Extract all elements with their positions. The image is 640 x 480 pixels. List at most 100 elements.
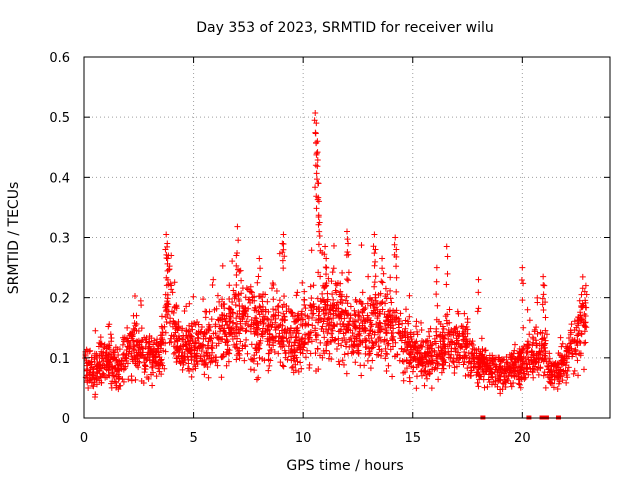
data-point: [571, 326, 578, 333]
data-point: [279, 343, 286, 350]
data-point: [218, 302, 225, 309]
data-point: [343, 343, 350, 350]
data-point: [97, 373, 104, 380]
data-point: [444, 311, 451, 318]
data-point: [129, 329, 136, 336]
data-point: [233, 356, 240, 363]
data-point: [578, 330, 585, 337]
data-point: [445, 336, 452, 343]
data-point: [209, 339, 216, 346]
data-point: [540, 291, 547, 298]
data-point: [120, 360, 127, 367]
data-point: [239, 285, 246, 292]
data-point: [400, 348, 407, 355]
data-point: [323, 347, 330, 354]
data-point: [479, 367, 486, 374]
data-point: [242, 304, 249, 311]
data-point: [156, 354, 163, 361]
data-point: [464, 365, 471, 372]
data-point: [259, 333, 266, 340]
data-point: [328, 278, 335, 285]
data-point: [413, 385, 420, 392]
data-point: [538, 336, 545, 343]
data-point: [230, 309, 237, 316]
data-point: [254, 319, 261, 326]
data-point: [345, 240, 352, 247]
data-point: [315, 241, 322, 248]
data-point: [344, 249, 351, 256]
data-point: [432, 364, 439, 371]
data-point: [325, 275, 332, 282]
data-point: [307, 350, 314, 357]
data-point: [271, 349, 278, 356]
data-point: [192, 321, 199, 328]
data-point: [505, 373, 512, 380]
data-point: [277, 359, 284, 366]
data-point: [370, 301, 377, 308]
data-point: [312, 109, 319, 116]
data-point: [275, 312, 282, 319]
data-point: [226, 305, 233, 312]
data-point: [307, 328, 314, 335]
data-point: [475, 289, 482, 296]
data-point: [82, 348, 89, 355]
data-point: [579, 273, 586, 280]
data-point: [356, 328, 363, 335]
data-point: [163, 306, 170, 313]
data-point: [156, 368, 163, 375]
data-point: [435, 360, 442, 367]
data-point: [384, 291, 391, 298]
data-point: [323, 255, 330, 262]
data-point: [544, 363, 551, 370]
data-point: [535, 371, 542, 378]
data-point: [444, 253, 451, 260]
data-point: [162, 340, 169, 347]
data-point: [253, 320, 260, 327]
data-point: [533, 358, 540, 365]
data-point: [523, 368, 530, 375]
data-point: [308, 338, 315, 345]
data-point: [313, 205, 320, 212]
data-point: [539, 295, 546, 302]
data-point: [371, 231, 378, 238]
data-point: [164, 298, 171, 305]
data-point: [411, 344, 418, 351]
data-point: [189, 366, 196, 373]
data-point: [449, 358, 456, 365]
data-point: [281, 313, 288, 320]
data-point: [541, 341, 548, 348]
data-point: [401, 339, 408, 346]
data-point: [146, 338, 153, 345]
data-point: [486, 352, 493, 359]
data-point: [188, 373, 195, 380]
data-point: [383, 367, 390, 374]
data-point: [339, 269, 346, 276]
data-point: [509, 360, 516, 367]
data-point: [389, 343, 396, 350]
data-point: [139, 352, 146, 359]
data-point: [580, 366, 587, 373]
data-point: [343, 252, 350, 259]
data-point: [306, 365, 313, 372]
data-point: [254, 279, 261, 286]
data-point: [165, 266, 172, 273]
data-point: [159, 336, 166, 343]
data-point: [346, 336, 353, 343]
data-point: [234, 266, 241, 273]
data-point: [257, 293, 264, 300]
data-point: [175, 318, 182, 325]
data-point: [298, 365, 305, 372]
data-point: [406, 313, 413, 320]
y-tick-label: 0: [62, 412, 70, 427]
data-point: [545, 363, 552, 370]
data-point: [559, 377, 566, 384]
data-point: [320, 310, 327, 317]
y-tick-label: 0.5: [49, 111, 70, 126]
data-point: [539, 355, 546, 362]
data-point: [233, 323, 240, 330]
data-point: [424, 350, 431, 357]
data-point: [233, 315, 240, 322]
data-point: [474, 379, 481, 386]
data-point: [489, 360, 496, 367]
data-point: [526, 317, 533, 324]
